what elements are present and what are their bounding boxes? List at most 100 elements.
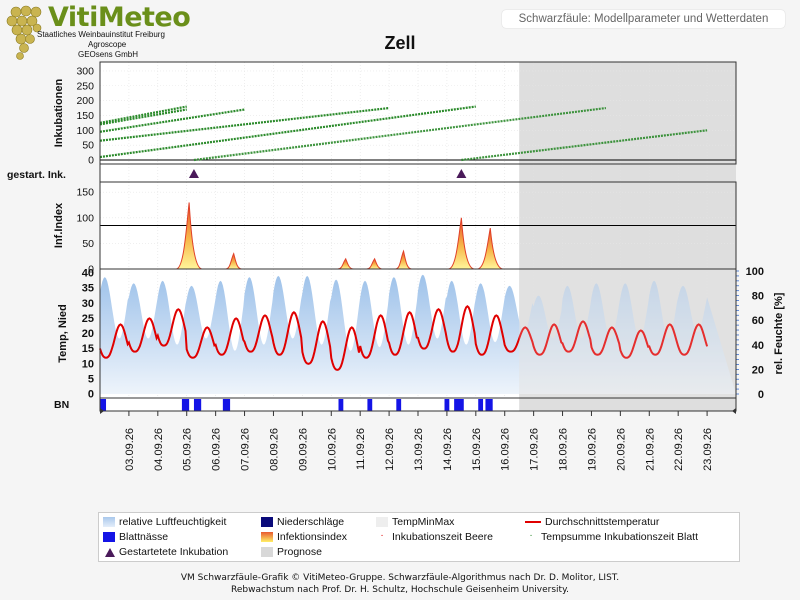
temperature-axis-label: Temp, Nied [57,304,69,362]
legend-item-tempminmax: TempMinMax [376,516,454,528]
leaf-wetness-label: BN [54,399,69,411]
partner-agroscope: Agroscope [88,40,127,49]
leaf-wetness-bar [181,399,190,411]
footer-line-2: Rebwachstum nach Prof. Dr. H. Schultz, H… [231,585,569,595]
infection-index-peak [337,257,354,270]
infection-index-peak [448,217,475,270]
incubation-axis-label: Inkubationen [53,79,65,148]
leaf-wetness-bar [454,399,464,411]
y-tick-label: 150 [76,110,94,122]
y-tick-label-right: 40 [752,340,764,352]
legend-label: Durchschnittstemperatur [545,516,660,528]
infection-index-peak [175,202,203,270]
red-dot-icon: · [380,530,384,542]
humidity-axis-label: rel. Feuchte [%] [773,292,785,374]
legend-item-infection: Infektionsindex [261,531,347,543]
legend-label: Blattnässe [119,531,169,543]
x-tick-label: 06.09.26 [211,428,223,471]
vitimeteo-logo: VitiMeteo Staatliches Weinbauinstitut Fr… [4,2,191,62]
legend-label: Inkubationszeit Beere [392,531,493,543]
legend-item-templine: Durchschnittstemperatur [525,516,659,528]
incubation-series-line [99,108,187,126]
infection-index-peak [477,227,504,270]
x-tick-label: 08.09.26 [268,428,280,471]
x-tick-label: 12.09.26 [384,428,396,471]
infection-index-peak [366,257,383,270]
started-incubation-marker-icon [456,169,467,178]
infection-swatch-icon [261,532,273,543]
footer-line-1: VM Schwarzfäule-Grafik © VitiMeteo-Grupp… [180,573,620,583]
y-tick-label: 0 [88,155,94,167]
legend-label: Gestartetete Inkubation [119,546,229,558]
x-tick-label: 03.09.26 [124,428,136,471]
y-tick-label: 100 [76,125,94,137]
humidity-area [100,274,736,394]
y-tick-label-left: 35 [82,283,94,295]
institute-name: Staatliches Weinbauinstitut Freiburg [37,30,165,39]
chart-description-box: Schwarzfäule: Modellparameter und Wetter… [502,10,785,28]
x-tick-label: 14.09.26 [442,428,454,471]
grape-icon [6,5,42,60]
y-tick-label-left: 15 [82,343,94,355]
forecast-fade [519,269,736,398]
triangle-icon [105,547,115,557]
leaf-wetness-bar [478,399,484,411]
legend-label: Niederschläge [277,516,345,528]
legend-item-leafwet: Blattnässe [103,531,168,543]
x-tick-label: 10.09.26 [326,428,338,471]
partner-geosens: GEOsens GmbH [78,50,139,59]
legend-item-forecast: Prognose [261,546,322,558]
y-tick-label: 50 [82,140,94,152]
legend-label: Tempsumme Inkubationszeit Blatt [541,531,698,543]
legend: relative Luftfeuchtigkeit Niederschläge … [98,512,740,562]
leaf-wetness-bar [222,399,231,411]
y-tick-label-left: 40 [82,268,94,280]
incubation-series-line [99,108,245,133]
y-tick-label: 100 [76,212,94,224]
incubation-series-line [99,105,187,124]
incubation-series-line [193,106,607,162]
panel-border [99,61,737,165]
legend-item-leaf-incubation: · Tempsumme Inkubationszeit Blatt [525,531,698,543]
leaf-wetness-swatch-icon [103,532,115,543]
scroll-left-icon [100,408,104,414]
legend-item-berry: · Inkubationszeit Beere [376,531,493,543]
leaf-wetness-bar [338,399,344,411]
leaf-wetness-bar [485,399,493,411]
x-tick-label: 20.09.26 [615,428,627,471]
incubation-series-line [99,106,390,142]
leaf-wetness-bar [367,399,373,411]
y-tick-label: 300 [76,65,94,77]
x-tick-label: 17.09.26 [529,428,541,471]
x-tick-label: 07.09.26 [240,428,252,471]
x-tick-label: 05.09.26 [182,428,194,471]
x-tick-label: 18.09.26 [558,428,570,471]
x-tick-label: 22.09.26 [673,428,685,471]
rain-swatch-icon [261,517,273,528]
incubation-series-line [461,129,708,162]
x-tick-label: 19.09.26 [586,428,598,471]
y-tick-label: 150 [76,187,94,199]
leaf-wetness-bar [193,399,202,411]
legend-item-rain: Niederschläge [261,516,344,528]
y-tick-label-right: 80 [752,291,764,303]
temp-line-swatch-icon [525,521,541,524]
humidity-swatch-icon [103,517,115,528]
legend-label: relative Luftfeuchtigkeit [119,516,227,528]
x-tick-label: 11.09.26 [355,428,367,470]
legend-label: Prognose [277,546,322,558]
chart-title: Zell [384,33,416,53]
x-tick-label: 21.09.26 [644,428,656,471]
y-tick-label: 50 [82,238,94,250]
leaf-wetness-bar [100,399,107,411]
y-tick-label: 0 [88,264,94,276]
legend-item-humidity: relative Luftfeuchtigkeit [103,516,226,528]
x-tick-label: 15.09.26 [471,428,483,471]
leaf-wetness-bar [444,399,450,411]
incubation-series-line [99,105,476,159]
y-tick-label-left: 10 [82,358,94,370]
y-tick-label-left: 30 [82,298,94,310]
x-tick-label: 23.09.26 [702,428,714,471]
y-tick-label-left: 20 [82,328,94,340]
